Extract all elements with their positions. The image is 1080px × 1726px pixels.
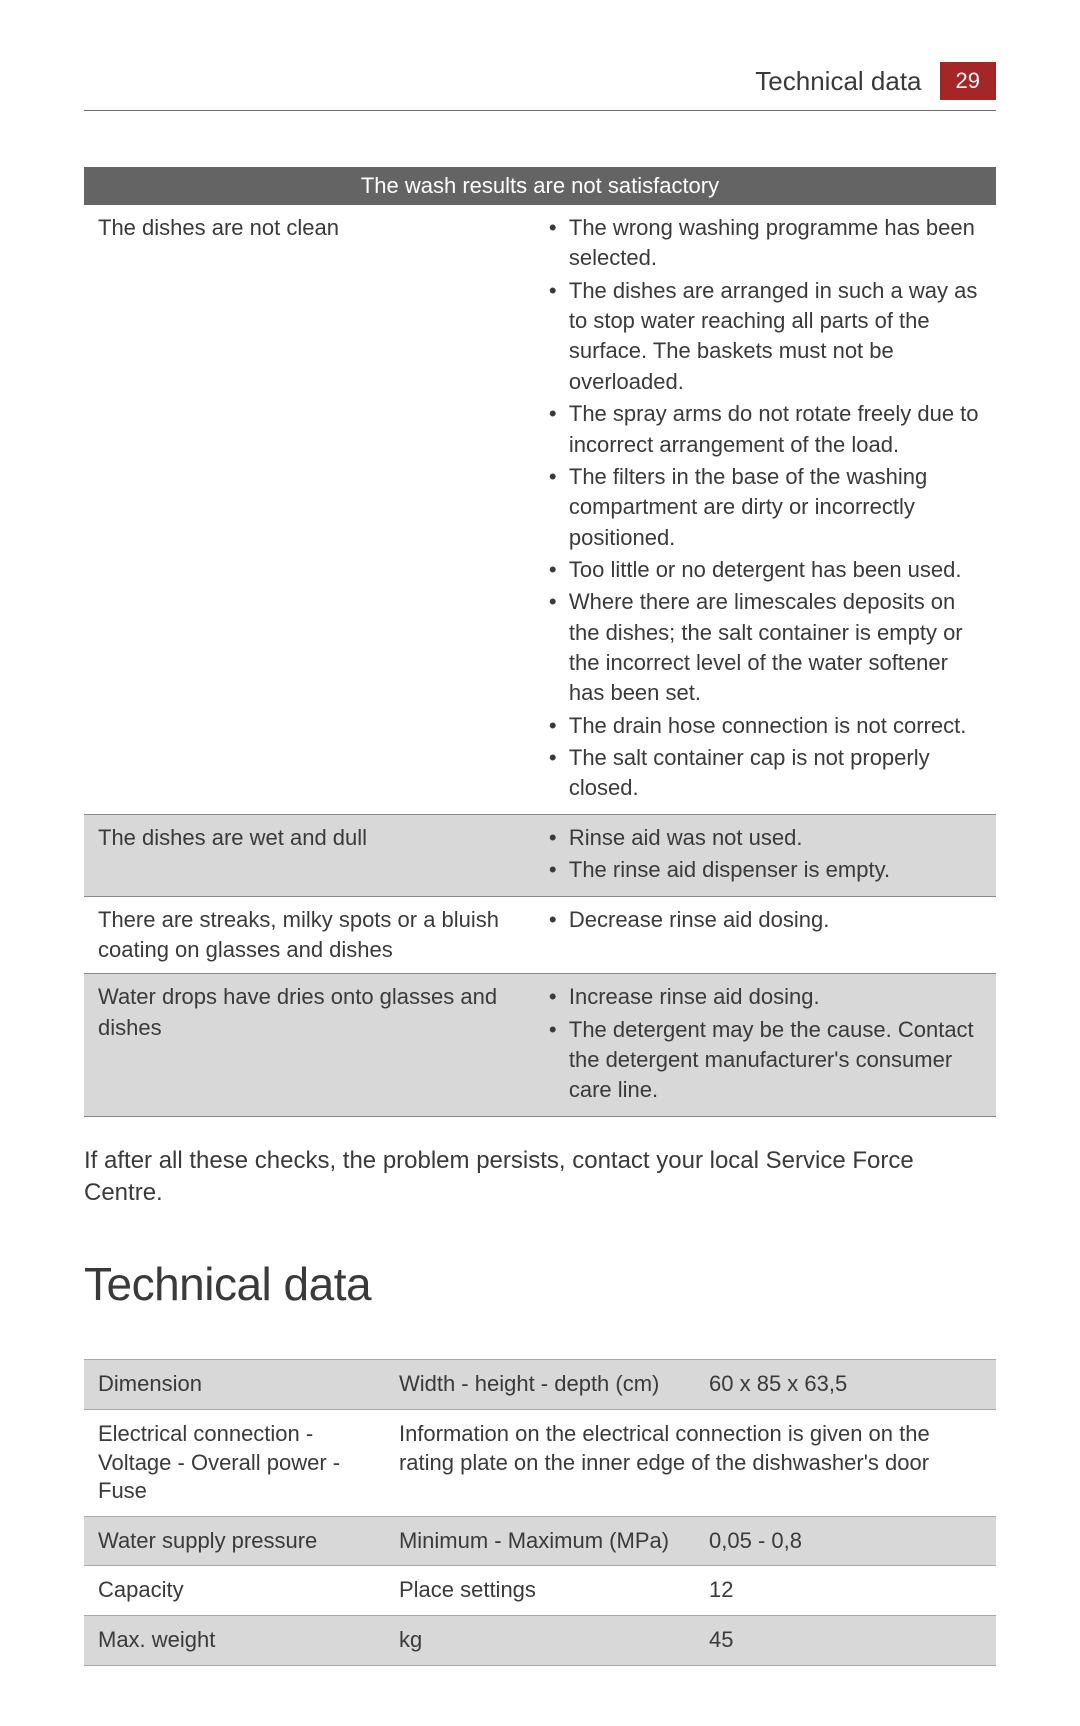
list-item: The spray arms do not rotate freely due … (545, 399, 982, 460)
spec-measure: Place settings (385, 1566, 695, 1616)
spec-value: 45 (695, 1616, 996, 1666)
causes-cell: Rinse aid was not used.The rinse aid dis… (531, 814, 996, 896)
spec-name: Capacity (84, 1566, 385, 1616)
table-row: Water drops have dries onto glasses and … (84, 974, 996, 1116)
causes-list: Increase rinse aid dosing.The detergent … (545, 982, 982, 1105)
causes-list: The wrong washing programme has been sel… (545, 213, 982, 804)
table-row: DimensionWidth - height - depth (cm)60 x… (84, 1360, 996, 1410)
spec-value: Information on the electrical connection… (385, 1410, 996, 1517)
spec-name: Water supply pressure (84, 1516, 385, 1566)
spec-measure: Minimum - Maximum (MPa) (385, 1516, 695, 1566)
list-item: Rinse aid was not used. (545, 823, 982, 853)
spec-name: Electrical connection - Voltage - Overal… (84, 1410, 385, 1517)
troubleshoot-header: The wash results are not satisfactory (84, 167, 996, 205)
list-item: Too little or no detergent has been used… (545, 555, 982, 585)
list-item: The rinse aid dispenser is empty. (545, 855, 982, 885)
spec-measure: kg (385, 1616, 695, 1666)
header-title: Technical data (755, 66, 921, 97)
tech-tbody: DimensionWidth - height - depth (cm)60 x… (84, 1360, 996, 1665)
list-item: The detergent may be the cause. Contact … (545, 1015, 982, 1106)
spec-measure: Width - height - depth (cm) (385, 1360, 695, 1410)
technical-data-table: DimensionWidth - height - depth (cm)60 x… (84, 1359, 996, 1665)
causes-cell: The wrong washing programme has been sel… (531, 205, 996, 814)
list-item: The filters in the base of the washing c… (545, 462, 982, 553)
table-row: Max. weightkg45 (84, 1616, 996, 1666)
table-row: There are streaks, milky spots or a blui… (84, 896, 996, 974)
troubleshoot-tbody: The dishes are not cleanThe wrong washin… (84, 205, 996, 1116)
problem-cell: There are streaks, milky spots or a blui… (84, 896, 531, 974)
section-heading: Technical data (84, 1257, 996, 1311)
list-item: The salt container cap is not properly c… (545, 743, 982, 804)
causes-cell: Increase rinse aid dosing.The detergent … (531, 974, 996, 1116)
list-item: Increase rinse aid dosing. (545, 982, 982, 1012)
troubleshoot-table: The wash results are not satisfactory Th… (84, 167, 996, 1117)
causes-cell: Decrease rinse aid dosing. (531, 896, 996, 974)
spec-value: 60 x 85 x 63,5 (695, 1360, 996, 1410)
spec-name: Max. weight (84, 1616, 385, 1666)
table-row: Water supply pressureMinimum - Maximum (… (84, 1516, 996, 1566)
service-note: If after all these checks, the problem p… (84, 1145, 996, 1210)
page-number-badge: 29 (940, 62, 996, 100)
spec-value: 0,05 - 0,8 (695, 1516, 996, 1566)
table-row: The dishes are not cleanThe wrong washin… (84, 205, 996, 814)
causes-list: Rinse aid was not used.The rinse aid dis… (545, 823, 982, 886)
spec-value: 12 (695, 1566, 996, 1616)
problem-cell: Water drops have dries onto glasses and … (84, 974, 531, 1116)
list-item: The dishes are arranged in such a way as… (545, 276, 982, 397)
page-header: Technical data 29 (84, 62, 996, 111)
list-item: Where there are limescales deposits on t… (545, 587, 982, 708)
problem-cell: The dishes are wet and dull (84, 814, 531, 896)
list-item: The drain hose connection is not correct… (545, 711, 982, 741)
spec-name: Dimension (84, 1360, 385, 1410)
table-row: CapacityPlace settings12 (84, 1566, 996, 1616)
table-row: Electrical connection - Voltage - Overal… (84, 1410, 996, 1517)
causes-list: Decrease rinse aid dosing. (545, 905, 982, 935)
problem-cell: The dishes are not clean (84, 205, 531, 814)
list-item: Decrease rinse aid dosing. (545, 905, 982, 935)
list-item: The wrong washing programme has been sel… (545, 213, 982, 274)
table-row: The dishes are wet and dullRinse aid was… (84, 814, 996, 896)
